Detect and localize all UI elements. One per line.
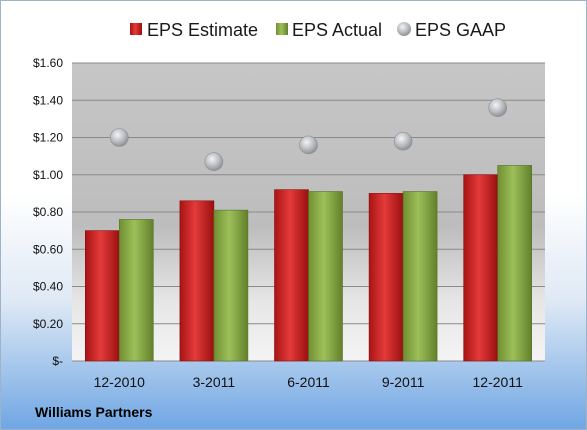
x-category-label: 12-2011	[473, 374, 524, 390]
y-tick-label: $1.20	[33, 131, 63, 145]
bar-eps-estimate	[274, 189, 309, 362]
y-tick-label: $0.80	[33, 205, 63, 219]
x-category-label: 9-2011	[382, 374, 425, 390]
bars	[85, 165, 533, 362]
y-tick-label: $0.40	[33, 280, 63, 294]
legend: EPS Estimate EPS Actual EPS GAAP	[130, 20, 506, 40]
legend-swatch-eps-estimate	[130, 23, 142, 35]
legend-label-eps-gaap: EPS GAAP	[415, 20, 506, 40]
y-tick-label: $0.20	[33, 317, 63, 331]
point-eps-gaap	[488, 98, 508, 117]
x-category-label: 3-2011	[193, 374, 236, 390]
legend-label-eps-estimate: EPS Estimate	[147, 20, 258, 40]
x-category-label: 12-2010	[94, 374, 146, 390]
x-axis-categories: 12-2010 3-2011 6-2011 9-2011 12-2011	[94, 374, 523, 390]
legend-label-eps-actual: EPS Actual	[292, 20, 382, 40]
bar-eps-estimate	[85, 230, 120, 362]
company-name: Williams Partners	[35, 404, 153, 420]
x-category-label: 6-2011	[287, 374, 330, 390]
point-eps-gaap	[299, 135, 318, 155]
bar-eps-actual	[308, 191, 343, 362]
point-eps-gaap	[110, 128, 129, 147]
y-axis-ticks: $- $0.20 $0.40 $0.60 $0.80 $1.00 $1.20 $1.40 $1.…	[33, 56, 63, 368]
bar-eps-estimate	[463, 174, 499, 362]
y-tick-label: $1.60	[33, 56, 63, 70]
y-tick-label: $1.40	[33, 93, 63, 107]
bar-eps-actual	[402, 191, 438, 362]
y-tick-label: $1.00	[33, 168, 63, 182]
legend-swatch-eps-actual	[276, 23, 288, 35]
gaap-points	[110, 98, 508, 172]
bar-eps-actual	[213, 209, 249, 362]
point-eps-gaap	[204, 152, 224, 172]
bar-eps-estimate	[368, 193, 404, 362]
point-eps-gaap	[393, 131, 413, 151]
y-tick-label: $-	[52, 354, 63, 368]
y-tick-label: $0.60	[33, 242, 63, 256]
bar-eps-actual	[119, 219, 154, 362]
bar-eps-actual	[497, 165, 533, 362]
legend-swatch-eps-gaap	[397, 22, 411, 36]
bar-eps-estimate	[179, 200, 215, 362]
